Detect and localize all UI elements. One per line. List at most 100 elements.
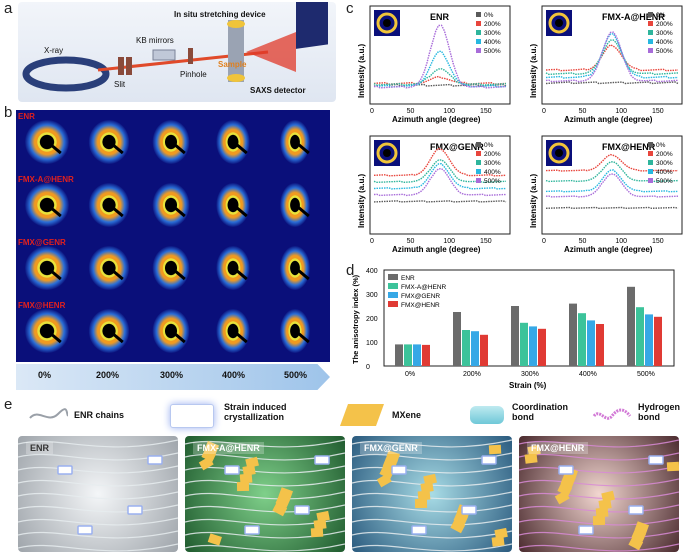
bar-300%-FMX-A@HENR	[520, 322, 528, 366]
bar-xlabel: Strain (%)	[509, 381, 547, 390]
bar-xtick: 500%	[637, 371, 655, 378]
schematic-drawing	[18, 439, 178, 552]
polymer-chain	[18, 478, 178, 487]
mxene-icon	[339, 404, 385, 426]
crystal	[57, 465, 73, 475]
mxene-flake	[310, 527, 324, 538]
bar-legend-label: FMX@GENR	[401, 293, 440, 300]
crystal	[461, 505, 477, 515]
curve-series	[373, 50, 507, 88]
polymer-chain	[185, 439, 345, 448]
curve-legend-swatch	[648, 39, 653, 44]
device-label: In situ stretching device	[174, 10, 266, 19]
polymer-chain	[18, 439, 178, 448]
polymer-chain	[519, 439, 679, 448]
mxene-flake	[385, 450, 400, 463]
bar-legend-swatch	[388, 301, 398, 307]
curve-ylabel: Intensity (a.u.)	[357, 43, 366, 98]
polymer-chain	[18, 504, 178, 513]
curve-legend-swatch	[476, 12, 481, 17]
polymer-chain	[519, 491, 679, 500]
curve-series	[373, 24, 507, 89]
crystal	[294, 505, 310, 515]
inset-ring	[376, 142, 398, 164]
schematic-drawing	[519, 439, 679, 552]
inset-ring	[548, 12, 570, 34]
polymer-chain	[352, 478, 512, 487]
polymer-chain	[352, 491, 512, 500]
curve-legend-label: 0%	[484, 142, 494, 149]
curve-legend-label: 0%	[484, 12, 494, 19]
crystal	[314, 455, 330, 465]
curve-series	[545, 169, 679, 193]
panel-label-d: d	[346, 262, 355, 279]
crystal	[127, 505, 143, 515]
xray-label: X-ray	[44, 46, 64, 55]
curve-legend-label: 500%	[484, 48, 501, 55]
curve-ylabel: Intensity (a.u.)	[529, 43, 538, 98]
crystal	[481, 455, 497, 465]
device-ring-top	[227, 20, 245, 28]
mxene-flake	[420, 482, 434, 493]
polymer-chain	[519, 465, 679, 474]
bar-400%-FMX@HENR	[596, 324, 604, 366]
schematic-3: FMX@GENR	[352, 436, 512, 552]
bar-ylabel: The anisotropy index (%)	[351, 274, 360, 364]
polymer-chain	[519, 517, 679, 526]
curve-series	[545, 33, 679, 79]
strain-arrow	[16, 364, 330, 390]
pinhole-plate	[188, 48, 193, 64]
curve-legend-label: 500%	[656, 178, 673, 185]
legend-coord: Coordination bond	[512, 402, 568, 422]
mxene-flake	[417, 490, 431, 501]
bar-ytick: 100	[366, 340, 378, 347]
panel-label-c: c	[346, 0, 354, 17]
schematic-label: FMX@GENR	[360, 442, 422, 454]
inset-center	[383, 19, 391, 27]
curve-legend-swatch	[476, 48, 481, 53]
crystal	[578, 525, 594, 535]
bar-300%-FMX@HENR	[538, 328, 546, 366]
polymer-chain	[185, 543, 345, 552]
saxs-row-label: FMX@HENR	[18, 301, 66, 310]
curve-legend-label: 300%	[484, 160, 501, 167]
saxs-detector	[296, 2, 328, 49]
polymer-chain	[352, 439, 512, 448]
polymer-chain	[352, 543, 512, 552]
curve-legend-swatch	[648, 151, 653, 156]
crystal	[628, 505, 644, 515]
schematic-label: FMX@HENR	[527, 442, 589, 454]
mxene-flake	[278, 487, 294, 500]
curve-series	[545, 206, 679, 210]
bar-ytick: 400	[366, 268, 378, 275]
curve-xtick: 50	[579, 238, 587, 245]
crystal	[147, 455, 163, 465]
mxene-flake	[236, 481, 250, 492]
scatter-cone	[246, 32, 296, 72]
curve-legend-label: 300%	[484, 30, 501, 37]
curve-xtick: 100	[615, 238, 627, 245]
curve-xtick: 150	[652, 108, 664, 115]
curve-legend-label: 500%	[656, 48, 673, 55]
curve-legend-label: 400%	[656, 169, 673, 176]
mxene-flake	[491, 536, 505, 547]
curve-plot-title: FMX-A@HENR	[602, 12, 665, 22]
curve-xtick: 50	[579, 108, 587, 115]
bar-500%-FMX@HENR	[654, 316, 662, 366]
curve-legend-label: 200%	[484, 151, 501, 158]
bar-0%-FMX@GENR	[413, 344, 421, 366]
mxene-flake	[272, 502, 288, 517]
curve-legend-label: 0%	[656, 142, 666, 149]
curve-legend-label: 400%	[484, 39, 501, 46]
polymer-chain	[519, 543, 679, 552]
curve-xtick: 50	[407, 108, 415, 115]
mxene-flake	[628, 536, 644, 551]
schematic-row: ENR FMX-A@HENR FMX@GENR FMX@HENR	[18, 436, 686, 554]
mxene-flake	[207, 533, 222, 546]
panel-label-b: b	[4, 104, 13, 121]
crystal	[224, 465, 240, 475]
bar-300%-FMX@GENR	[529, 326, 537, 366]
bar-xtick: 400%	[579, 371, 597, 378]
setup-illustration: X-ray Slit KB mirrors Pinhole In situ st…	[18, 2, 336, 102]
